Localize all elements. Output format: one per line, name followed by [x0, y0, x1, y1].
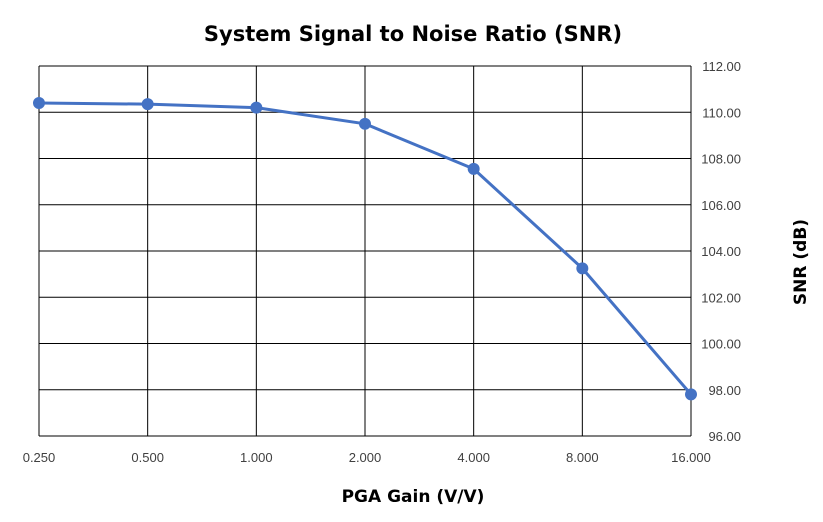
y-tick-label: 102.00 [701, 290, 741, 305]
data-point [141, 98, 154, 111]
x-tick-label: 4.000 [457, 450, 490, 465]
x-tick-labels: 0.250 0.500 1.000 2.000 4.000 8.000 16.000 [23, 450, 711, 465]
x-tick-label: 0.250 [23, 450, 56, 465]
data-point [359, 117, 371, 130]
x-tick-label: 2.000 [349, 450, 382, 465]
data-point [467, 162, 480, 175]
data-point [33, 97, 45, 109]
y-axis-title: SNR (dB) [791, 219, 811, 305]
x-axis-title: PGA Gain (V/V) [342, 487, 485, 507]
data-point [685, 388, 697, 401]
series-snr [33, 97, 697, 401]
x-tick-label: 1.000 [240, 450, 273, 465]
y-tick-label: 110.00 [702, 105, 741, 120]
y-tick-label: 106.00 [701, 198, 741, 213]
chart-title: System Signal to Noise Ratio (SNR) [204, 22, 622, 46]
x-tick-label: 8.000 [566, 450, 599, 465]
gridlines [38, 65, 692, 437]
y-tick-label: 104.00 [701, 244, 741, 259]
data-point [576, 262, 589, 275]
y-tick-label: 100.00 [701, 337, 741, 352]
x-tick-label: 0.500 [131, 450, 164, 465]
y-tick-label: 96.00 [708, 429, 741, 444]
data-point [250, 101, 263, 114]
y-tick-labels: 96.00 98.00 100.00 102.00 104.00 106.00 108.00… [701, 59, 741, 444]
y-tick-label: 112.00 [702, 59, 741, 74]
y-tick-label: 108.00 [701, 152, 741, 167]
y-tick-label: 98.00 [708, 383, 741, 398]
x-tick-label: 16.000 [671, 450, 711, 465]
